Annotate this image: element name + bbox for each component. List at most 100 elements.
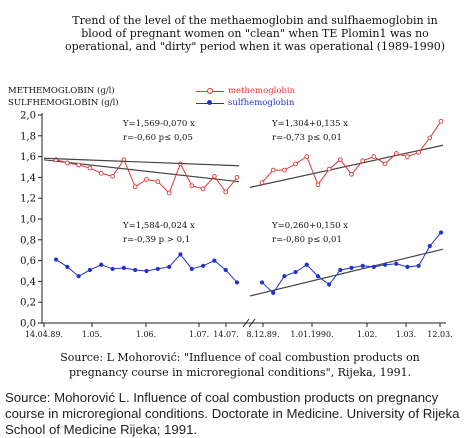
y-tick-label: 0,0 xyxy=(20,319,36,330)
source-caption: Source: L Mohorović: "Influence of coal … xyxy=(20,350,460,380)
trend-line-sulfhemoglobin xyxy=(43,157,240,167)
data-point-sulfhemoglobin xyxy=(349,265,354,270)
data-point-sulfhemoglobin xyxy=(338,267,343,273)
data-point-sulfhemoglobin xyxy=(99,262,104,267)
y-axis-label-methemoglobin: METHEMOGLOBIN (g/l) xyxy=(8,86,115,96)
data-point-methemoglobin xyxy=(98,170,104,176)
chart-title-line-1: Trend of the level of the methaemoglobin… xyxy=(72,14,438,27)
y-tick-label: 1,2 xyxy=(20,194,36,205)
data-point-sulfhemoglobin xyxy=(327,282,332,287)
data-point-methemoglobin xyxy=(282,167,287,173)
data-point-sulfhemoglobin xyxy=(53,257,59,262)
x-tick-label: 1.07. xyxy=(189,330,209,339)
data-point-methemoglobin xyxy=(234,175,240,180)
y-tick-label: 0,8 xyxy=(20,235,36,246)
y-axis-label-sulfhemoglobin: SULFHEMOGLOBIN (g/l) xyxy=(8,98,119,108)
equation-clean-sulfhemoglobin: Y=1,584-0,024 x r=-0,39 p > 0,1 xyxy=(123,219,195,247)
data-point-methemoglobin xyxy=(166,190,172,196)
chart-title-line-2: blood of pregnant women on "clean" when … xyxy=(81,27,429,40)
x-tick-label: 1.02. xyxy=(357,330,377,339)
data-point-sulfhemoglobin xyxy=(427,243,432,249)
data-point-sulfhemoglobin xyxy=(189,266,194,272)
data-point-sulfhemoglobin xyxy=(155,266,160,272)
data-point-methemoglobin xyxy=(393,151,399,156)
y-tick-label: 0,6 xyxy=(20,256,36,267)
data-point-methemoglobin xyxy=(270,167,276,173)
figure-caption-line-3: School of Medicine Rijeka; 1991. xyxy=(5,422,198,437)
data-point-methemoglobin xyxy=(405,154,410,159)
figure-caption: Source: Mohorović L. Influence of coal c… xyxy=(5,390,470,438)
stats-text: r=-0,39 p > 0,1 xyxy=(123,235,191,245)
data-point-sulfhemoglobin xyxy=(212,258,217,263)
source-caption-line-2: pregnancy course in microregional condit… xyxy=(68,366,412,379)
data-point-methemoglobin xyxy=(304,154,310,159)
data-point-sulfhemoglobin xyxy=(133,267,138,273)
chart-title-line-3: operational, and "dirty" period when it … xyxy=(64,40,446,53)
y-tick-label: 1,0 xyxy=(20,215,36,226)
series-line-sulfhemoglobin xyxy=(55,253,238,283)
y-tick-label: 1,8 xyxy=(20,131,36,142)
equation-dirty-sulfhemoglobin: Y=0,260+0,150 x r=-0,80 p≤ 0,01 xyxy=(272,219,348,247)
legend-label-methemoglobin: methemoglobin xyxy=(228,86,296,96)
data-point-sulfhemoglobin xyxy=(178,252,183,257)
data-point-methemoglobin xyxy=(438,118,444,124)
data-point-sulfhemoglobin xyxy=(371,264,376,269)
data-point-methemoglobin xyxy=(155,179,161,184)
x-tick-label: 1.05. xyxy=(82,330,102,339)
figure-caption-line-2: course in microregional conditions. Doct… xyxy=(5,406,460,421)
x-tick-label: 1.03. xyxy=(396,330,416,339)
data-point-sulfhemoglobin xyxy=(304,262,309,267)
data-point-methemoglobin xyxy=(416,150,421,155)
data-point-methemoglobin xyxy=(337,157,343,163)
x-tick-label: 1.06. xyxy=(136,330,156,339)
data-point-sulfhemoglobin xyxy=(87,267,93,273)
stats-text: r=-0,60 p≤ 0,05 xyxy=(123,133,193,143)
data-point-sulfhemoglobin xyxy=(259,280,265,285)
data-point-methemoglobin xyxy=(76,162,81,168)
data-point-sulfhemoglobin xyxy=(282,274,287,279)
data-point-sulfhemoglobin xyxy=(65,264,70,269)
data-point-sulfhemoglobin xyxy=(121,265,126,270)
legend-swatch-sulfhemoglobin xyxy=(196,99,224,107)
data-point-methemoglobin xyxy=(259,180,265,185)
legend-label-sulfhemoglobin: sulfhemoglobin xyxy=(228,98,295,108)
data-point-methemoglobin xyxy=(144,177,149,182)
data-point-sulfhemoglobin xyxy=(223,267,228,273)
y-tick-label: 0,4 xyxy=(20,277,36,288)
data-point-sulfhemoglobin xyxy=(76,274,81,279)
figure-caption-line-1: Source: Mohorović L. Influence of coal c… xyxy=(5,390,439,405)
data-point-methemoglobin xyxy=(382,161,388,167)
x-tick-label: 14.04.89. xyxy=(25,330,63,339)
data-point-sulfhemoglobin xyxy=(144,268,149,274)
data-point-methemoglobin xyxy=(360,158,366,164)
data-point-methemoglobin xyxy=(371,154,377,159)
data-point-sulfhemoglobin xyxy=(200,263,206,268)
data-point-sulfhemoglobin xyxy=(293,269,298,275)
x-tick-label: 14.07. xyxy=(213,330,238,339)
legend-item-sulfhemoglobin: sulfhemoglobin xyxy=(196,98,294,108)
equation-text: Y=1,584-0,024 x xyxy=(123,221,195,231)
data-point-methemoglobin xyxy=(326,166,332,172)
data-point-methemoglobin xyxy=(87,165,93,171)
data-point-methemoglobin xyxy=(110,174,115,179)
equation-text: Y=1,304+0,135 x xyxy=(272,119,349,129)
data-point-sulfhemoglobin xyxy=(382,262,388,267)
equation-text: Y=1,569-0,070 x xyxy=(123,119,195,129)
x-tick-label: 8.12.89. xyxy=(246,330,279,339)
data-point-methemoglobin xyxy=(64,160,70,166)
x-tick-label: 12.03. xyxy=(427,330,452,339)
data-point-sulfhemoglobin xyxy=(234,280,240,285)
y-tick-label: 1,6 xyxy=(20,152,36,163)
legend-item-methemoglobin: methemoglobin xyxy=(196,86,295,96)
axis-break-mark xyxy=(242,318,250,328)
trend-line-methemoglobin xyxy=(43,159,240,183)
trend-line-sulfhemoglobin xyxy=(249,248,444,297)
equation-dirty-methemoglobin: Y=1,304+0,135 x r=-0,73 p≤ 0,01 xyxy=(272,117,348,145)
data-point-methemoglobin xyxy=(315,182,321,188)
equation-clean-methemoglobin: Y=1,569-0,070 x r=-0,60 p≤ 0,05 xyxy=(123,117,195,145)
data-point-methemoglobin xyxy=(200,186,206,192)
data-point-methemoglobin xyxy=(223,189,229,195)
axis-break-mark xyxy=(248,318,256,328)
data-point-methemoglobin xyxy=(427,135,433,141)
y-tick-label: 1,4 xyxy=(20,173,36,184)
